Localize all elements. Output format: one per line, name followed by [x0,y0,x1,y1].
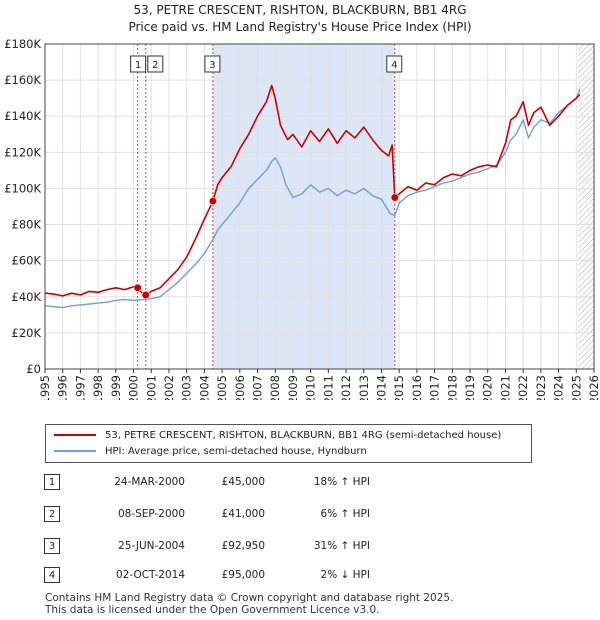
sale-number: 3 [44,538,60,554]
sale-hpi-diff: 18% ↑ HPI [313,476,370,488]
footer-attribution: Contains HM Land Registry data © Crown c… [45,592,453,616]
x-tick-label: 2012 [339,375,353,400]
ownership-period-shade [212,44,395,369]
x-tick-label: 2010 [304,375,318,400]
sale-price: £95,000 [221,569,265,581]
sale-price: £45,000 [221,476,265,488]
x-tick-label: 1996 [56,375,70,400]
y-tick-label: £120K [4,145,41,159]
sale-row: 4 02-OCT-2014 £95,000 2% ↓ HPI [0,567,600,587]
forecast-hatch [578,44,594,369]
x-tick-label: 1997 [73,375,87,400]
sale-label-box [130,55,147,73]
series-line-property [45,84,581,297]
sale-point [390,193,399,202]
x-tick-label: 2000 [127,375,141,400]
sale-row: 1 24-MAR-2000 £45,000 18% ↑ HPI [0,474,600,494]
x-tick-label: 2007 [251,375,265,400]
chart-subtitle: Price paid vs. HM Land Registry's House … [128,20,472,34]
x-tick-label: 1999 [109,375,123,400]
x-tick-label: 1998 [91,375,105,400]
footer-line: Contains HM Land Registry data © Crown c… [45,592,454,604]
chart-title-block: 53, PETRE CRESCENT, RISHTON, BLACKBURN, … [0,2,600,36]
sale-number: 2 [44,506,60,522]
sale-label: 3 [209,60,215,71]
y-tick-label: £160K [4,73,41,87]
sale-point [208,197,217,206]
x-tick-label: 2005 [215,375,229,400]
sale-date: 24-MAR-2000 [114,476,185,488]
sale-point [133,283,142,292]
sale-row: 3 25-JUN-2004 £92,950 31% ↑ HPI [0,538,600,558]
legend-label-hpi: HPI: Average price, semi-detached house,… [105,446,367,457]
legend-item-hpi: HPI: Average price, semi-detached house,… [54,445,367,459]
x-tick-label: 2017 [428,375,442,400]
y-tick-label: £100K [4,181,41,195]
sale-label-box [386,55,403,73]
sale-price: £92,950 [221,540,265,552]
x-tick-label: 2008 [268,375,282,400]
x-tick-label: 2004 [197,375,211,400]
x-tick-label: 2019 [463,375,477,400]
x-tick-label: 2021 [498,375,512,400]
sale-number: 1 [44,474,60,490]
x-tick-label: 1995 [38,375,52,400]
legend-swatch-property [54,434,96,436]
sale-label-box [147,55,164,73]
sale-price: £41,000 [221,508,265,520]
x-tick-label: 2009 [286,375,300,400]
x-tick-label: 2024 [552,375,566,400]
y-tick-label: £140K [4,109,41,123]
y-tick-label: £60K [12,254,42,268]
chart-title: 53, PETRE CRESCENT, RISHTON, BLACKBURN, … [133,3,467,17]
sale-hpi-diff: 2% ↓ HPI [320,569,370,581]
sale-label: 1 [135,60,141,71]
plot-frame [44,43,595,370]
legend-item-property: 53, PETRE CRESCENT, RISHTON, BLACKBURN, … [54,429,501,443]
x-tick-label: 2020 [481,375,495,400]
sale-row: 2 08-SEP-2000 £41,000 6% ↑ HPI [0,506,600,526]
sale-date: 25-JUN-2004 [118,540,185,552]
sale-label: 4 [391,60,397,71]
chart-legend: 53, PETRE CRESCENT, RISHTON, BLACKBURN, … [45,424,532,463]
sale-label-box [204,55,221,73]
sale-point [141,290,150,300]
x-tick-label: 2016 [410,375,424,400]
sale-label: 2 [152,60,158,71]
x-tick-label: 2011 [321,375,335,400]
y-tick-label: £180K [4,37,41,51]
x-tick-label: 2015 [392,375,406,400]
x-tick-label: 2025 [569,375,583,400]
legend-swatch-hpi [54,450,96,452]
y-tick-label: £0 [26,362,41,376]
sale-number: 4 [44,567,60,583]
price-chart: £0 £20K £40K £60K £80K £100K £120K £140K £160K £1… [4,37,600,400]
x-tick-label: 2002 [162,375,176,400]
sale-date: 02-OCT-2014 [116,569,185,581]
series-group [45,84,581,309]
y-tick-label: £20K [12,326,42,340]
x-tick-label: 2022 [516,375,530,400]
sale-hpi-diff: 31% ↑ HPI [313,540,370,552]
x-tick-label: 2026 [587,375,600,400]
sale-date: 08-SEP-2000 [117,508,185,520]
x-tick-label: 2018 [445,375,459,400]
y-tick-label: £40K [12,290,42,304]
series-line-hpi [45,88,581,309]
x-tick-label: 2003 [180,375,194,400]
footer-line: This data is licensed under the Open Gov… [45,604,380,616]
x-tick-label: 2006 [233,375,247,400]
sale-hpi-diff: 6% ↑ HPI [320,508,370,520]
legend-label-property: 53, PETRE CRESCENT, RISHTON, BLACKBURN, … [105,430,502,441]
x-tick-label: 2014 [374,375,388,400]
y-tick-label: £80K [12,218,42,232]
x-tick-label: 2013 [357,375,371,400]
x-tick-label: 2001 [144,375,158,400]
x-tick-label: 2023 [534,375,548,400]
